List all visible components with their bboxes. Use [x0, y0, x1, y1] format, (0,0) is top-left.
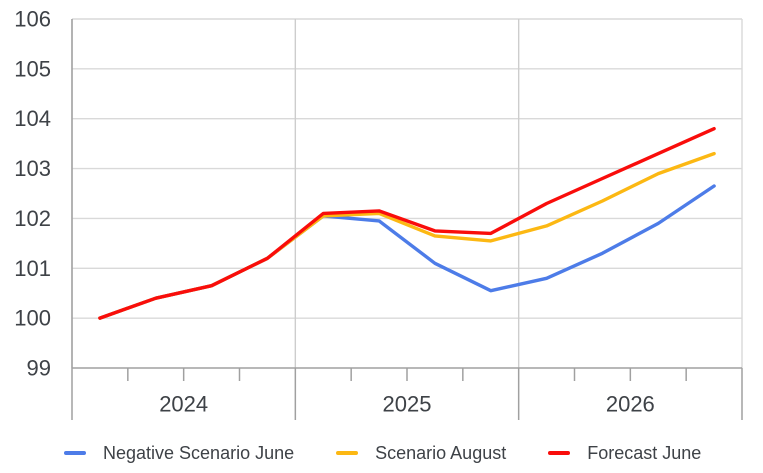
y-axis-label: 101 [14, 256, 51, 281]
y-axis-label: 105 [14, 56, 51, 81]
legend-label: Scenario August [375, 443, 507, 463]
series-line-forecast-june [98, 126, 716, 320]
legend-line-swatch-icon [548, 451, 571, 455]
legend: Negative Scenario June Scenario August For… [64, 442, 701, 464]
y-axis-label: 99 [27, 356, 51, 381]
series-line-scenario-august [98, 151, 716, 320]
legend-line-swatch-icon [336, 451, 359, 455]
y-axis-label: 106 [14, 7, 51, 32]
y-axis-label: 100 [14, 306, 51, 331]
x-axis-year-label: 2025 [383, 392, 432, 417]
y-axis-label: 103 [14, 156, 51, 181]
series-line-negative-scenario-june [98, 184, 716, 320]
legend-line-swatch-icon [64, 451, 86, 455]
x-axis-year-label: 2024 [159, 392, 208, 417]
legend-label: Negative Scenario June [103, 443, 295, 463]
legend-item-scenario-august: Scenario August [336, 442, 506, 464]
x-axis-year-label: 2026 [606, 392, 655, 417]
y-axis-label: 102 [14, 206, 51, 231]
legend-item-forecast-june: Forecast June [548, 442, 701, 464]
legend-label: Forecast June [587, 443, 702, 463]
legend-item-negative-scenario-june: Negative Scenario June [64, 442, 294, 464]
y-axis-label: 104 [14, 106, 51, 131]
